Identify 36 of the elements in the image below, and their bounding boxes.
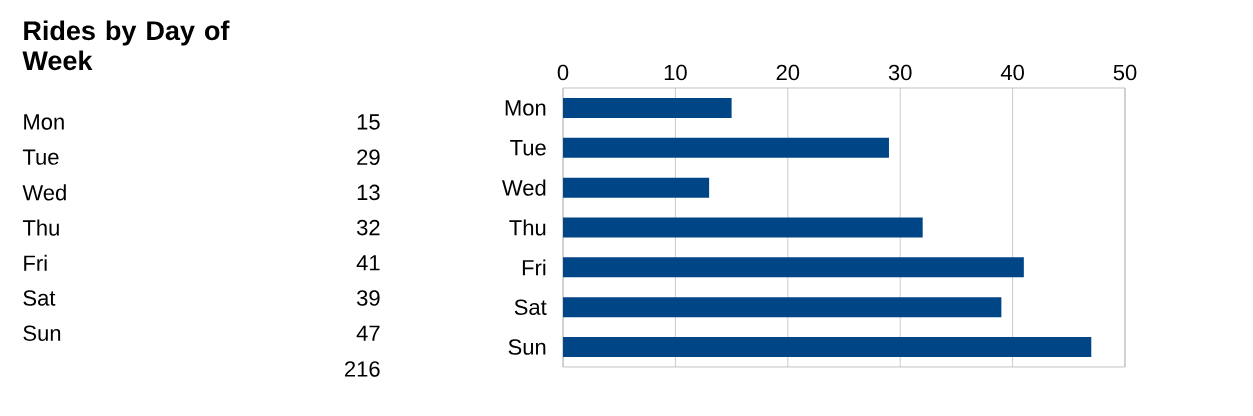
category-label: Wed: [22, 184, 66, 201]
y-tick-label: Sun: [508, 339, 546, 355]
category-label: Thu: [22, 219, 59, 236]
data-label: 32: [356, 219, 380, 236]
y-tick-label: Thu: [509, 219, 546, 236]
x-tick-label: 40: [1000, 64, 1024, 81]
category-label: Sat: [23, 290, 56, 306]
bar: [563, 97, 732, 118]
y-tick-label: Tue: [510, 140, 546, 156]
text: 216: [345, 361, 380, 377]
y-tick-label: Fri: [522, 259, 546, 276]
x-tick-label: 20: [776, 64, 800, 81]
x-tick-label: 30: [888, 64, 912, 81]
category-label: Fri: [24, 254, 47, 271]
bar: [563, 217, 923, 238]
data-label: 15: [357, 114, 380, 130]
bar: [563, 257, 1024, 278]
data-label: 13: [357, 184, 380, 201]
data-label: 41: [356, 255, 380, 271]
y-tick-label: Sat: [514, 299, 547, 315]
x-tick-label: 10: [664, 64, 687, 81]
bar: [563, 177, 710, 198]
y-tick-label: Mon: [505, 100, 546, 116]
y-tick-label: Wed: [502, 179, 546, 196]
bar: [563, 337, 1092, 358]
bar: [563, 137, 889, 158]
category-label: Sun: [23, 325, 61, 341]
data-label: 47: [356, 325, 380, 341]
text: Rides by Day of Week: [22, 20, 230, 71]
data-label: 29: [357, 149, 380, 165]
category-label: Mon: [24, 114, 64, 130]
category-label: Tue: [22, 149, 59, 165]
data-label: 39: [356, 290, 380, 306]
x-tick-label: 0: [557, 64, 569, 81]
x-tick-label: 50: [1113, 64, 1137, 81]
bar: [563, 297, 1002, 318]
